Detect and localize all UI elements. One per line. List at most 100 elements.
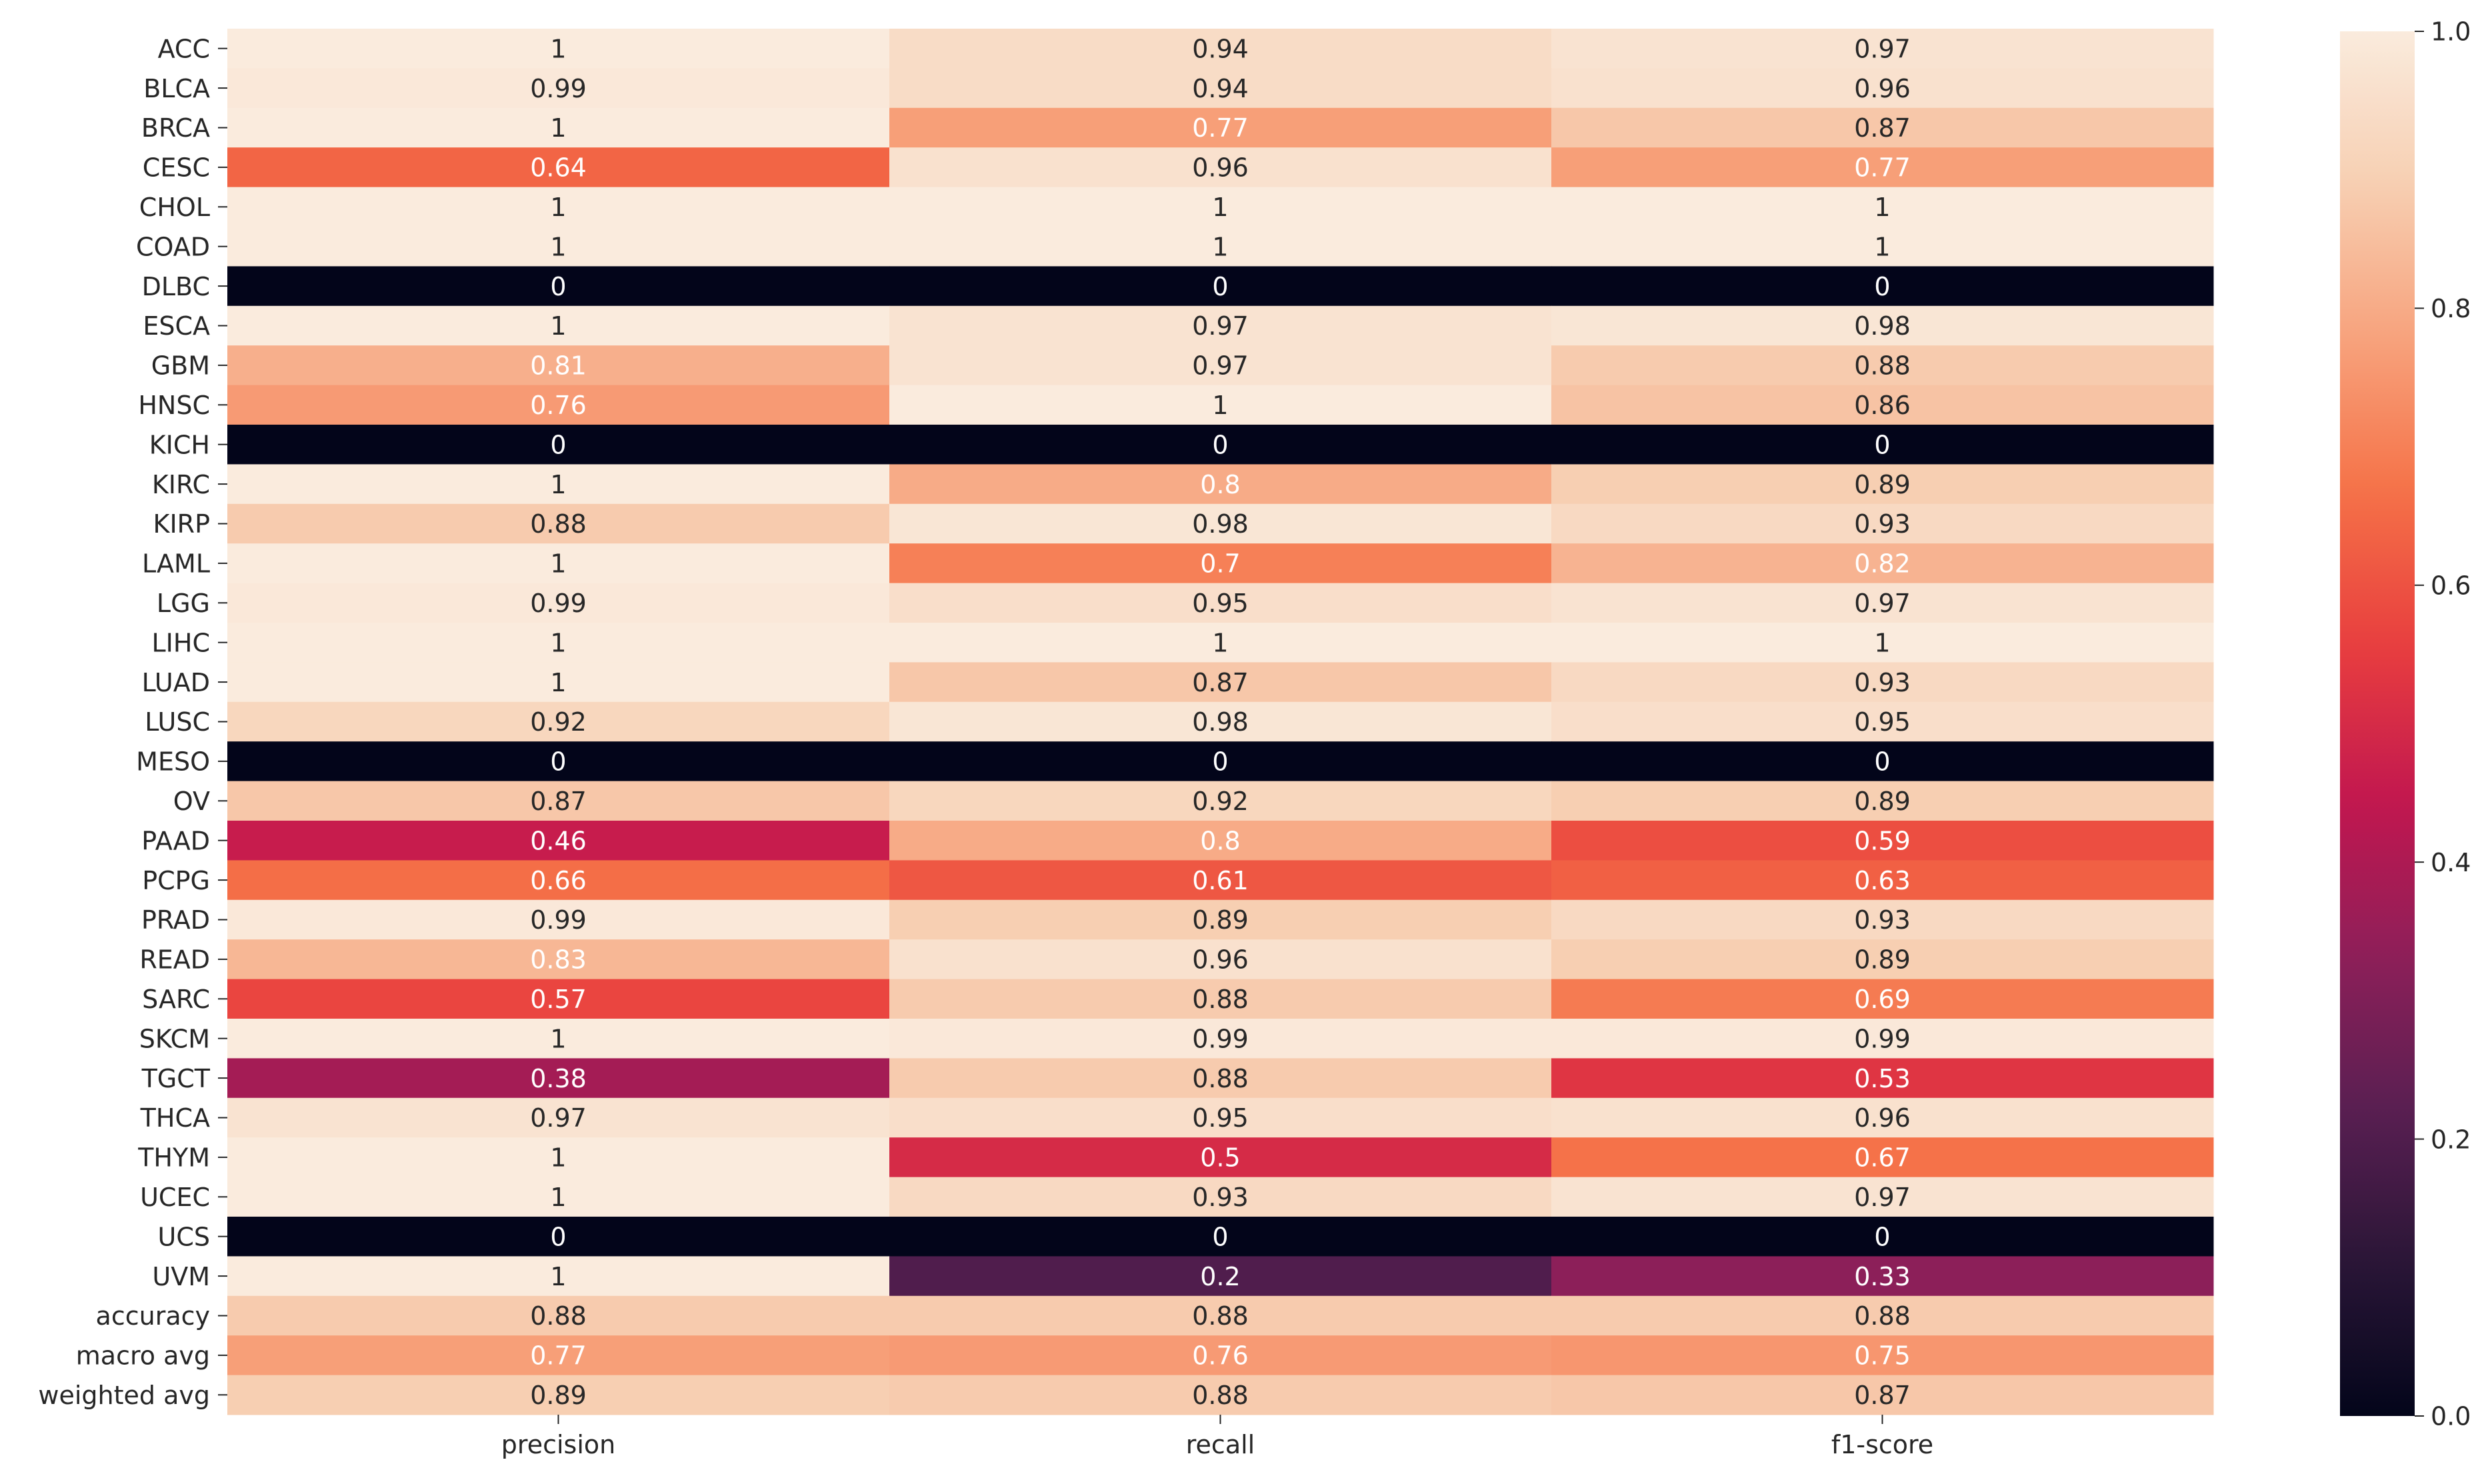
cell-value-label: 1 (550, 628, 566, 657)
y-tick-label: LIHC (152, 628, 211, 657)
heatmap-cell (227, 623, 890, 663)
heatmap-cell (227, 305, 890, 346)
cell-value-label: 0.92 (530, 707, 587, 737)
y-tick-label: UCEC (140, 1183, 210, 1212)
heatmap-cell (227, 1256, 890, 1297)
heatmap-cell (889, 860, 1552, 901)
y-tick-label: ESCA (143, 311, 210, 341)
cell-value-label: 0.95 (1192, 589, 1249, 618)
heatmap-cell (889, 781, 1552, 821)
heatmap-cell (1551, 266, 2214, 307)
y-tick-label: LGG (157, 589, 210, 618)
heatmap-cell (1551, 385, 2214, 425)
cell-value-label: 1 (550, 470, 566, 499)
heatmap-cell (227, 1217, 890, 1257)
y-tick-label: HNSC (138, 391, 210, 420)
cell-value-label: 0.97 (1854, 34, 1911, 63)
colorbar-tick-label: 1.0 (2431, 17, 2471, 47)
heatmap-cell (227, 107, 890, 148)
heatmap-cell (227, 503, 890, 544)
heatmap-cell (227, 29, 890, 69)
x-tick-label: precision (501, 1430, 615, 1459)
cell-value-label: 1 (1874, 232, 1890, 261)
heatmap-cell (1551, 543, 2214, 584)
heatmap-cell (1551, 583, 2214, 623)
cell-value-label: 0.88 (1192, 1064, 1249, 1093)
cell-value-label: 0 (1874, 747, 1890, 777)
cell-value-label: 0.38 (530, 1064, 587, 1093)
cell-value-label: 0 (1874, 1222, 1890, 1251)
cell-value-label: 0.93 (1854, 905, 1911, 935)
colorbar-tick-label: 0.0 (2431, 1402, 2471, 1431)
heatmap-cell (889, 939, 1552, 980)
cell-value-label: 0.95 (1192, 1103, 1249, 1133)
colorbar-tick-label: 0.6 (2431, 571, 2471, 600)
y-tick-label: accuracy (96, 1301, 210, 1331)
cell-value-label: 0.99 (530, 74, 587, 103)
heatmap-cell (1551, 29, 2214, 69)
cell-value-label: 0.64 (530, 153, 587, 183)
cell-value-label: 0.8 (1200, 470, 1240, 499)
heatmap-cell (227, 1335, 890, 1376)
y-tick-label: LUAD (142, 668, 210, 697)
cell-value-label: 0.88 (1192, 985, 1249, 1014)
heatmap-cell (227, 1295, 890, 1336)
cell-value-label: 0.88 (530, 509, 587, 539)
heatmap-cell (1551, 425, 2214, 465)
y-tick-label: UCS (158, 1222, 210, 1251)
cell-value-label: 1 (1212, 232, 1228, 261)
heatmap-cell (1551, 464, 2214, 505)
cell-value-label: 0.98 (1192, 707, 1249, 737)
heatmap-cell (227, 821, 890, 861)
heatmap-cell (1551, 147, 2214, 188)
heatmap-cell (889, 107, 1552, 148)
heatmap-cell (1551, 187, 2214, 227)
cell-value-label: 0.98 (1192, 509, 1249, 539)
heatmap-cell (1551, 345, 2214, 386)
cell-value-label: 0.89 (1854, 787, 1911, 816)
heatmap-cell (227, 187, 890, 227)
cell-value-label: 0 (550, 747, 566, 777)
heatmap-cell (227, 662, 890, 703)
heatmap-cell (889, 227, 1552, 267)
heatmap-cell (889, 266, 1552, 307)
heatmap-cell (227, 543, 890, 584)
cell-value-label: 0.89 (530, 1381, 587, 1410)
y-tick-label: MESO (136, 747, 210, 777)
heatmap-cell (227, 147, 890, 188)
y-axis: ACC BLCA BRCA CESC CHOL COAD DLBC ESCA GBM HNSC KI… (38, 34, 227, 1410)
cell-value-label: 0 (1212, 430, 1228, 459)
cell-value-label: 0.61 (1192, 866, 1249, 895)
cell-value-label: 1 (550, 34, 566, 63)
cell-value-label: 0.89 (1854, 470, 1911, 499)
cell-value-label: 0.46 (530, 826, 587, 855)
heatmap-cell (227, 1137, 890, 1178)
heatmap-cell (1551, 662, 2214, 703)
y-tick-label: macro avg (76, 1341, 210, 1371)
y-tick-label: KICH (149, 430, 210, 459)
cell-value-label: 0 (1874, 430, 1890, 459)
cell-value-label: 0.88 (1192, 1381, 1249, 1410)
heatmap-cell (1551, 1137, 2214, 1178)
x-tick-label: f1-score (1831, 1430, 1933, 1459)
heatmap-cell (1551, 68, 2214, 109)
cell-value-label: 0.2 (1200, 1262, 1240, 1291)
y-tick-label: LUSC (145, 707, 210, 737)
cell-value-label: 0.95 (1854, 707, 1911, 737)
heatmap-cell (227, 345, 890, 386)
heatmap-cell-labels: 1 0.94 0.97 0.99 0.94 0.96 1 0.77 0.87 0.64 0.96 0.… (530, 34, 1911, 1410)
cell-value-label: 0.93 (1854, 509, 1911, 539)
cell-value-label: 0 (1212, 747, 1228, 777)
colorbar-tick-label: 0.2 (2431, 1125, 2471, 1154)
cell-value-label: 0.76 (1192, 1341, 1249, 1371)
heatmap-cell (227, 1019, 890, 1059)
y-tick-label: COAD (136, 232, 210, 261)
heatmap-cell (227, 385, 890, 425)
heatmap-cell (889, 979, 1552, 1019)
heatmap-cell (889, 583, 1552, 623)
cell-value-label: 0.97 (1854, 1183, 1911, 1212)
cell-value-label: 0.94 (1192, 34, 1249, 63)
cell-value-label: 1 (550, 232, 566, 261)
cell-value-label: 0.82 (1854, 549, 1911, 579)
